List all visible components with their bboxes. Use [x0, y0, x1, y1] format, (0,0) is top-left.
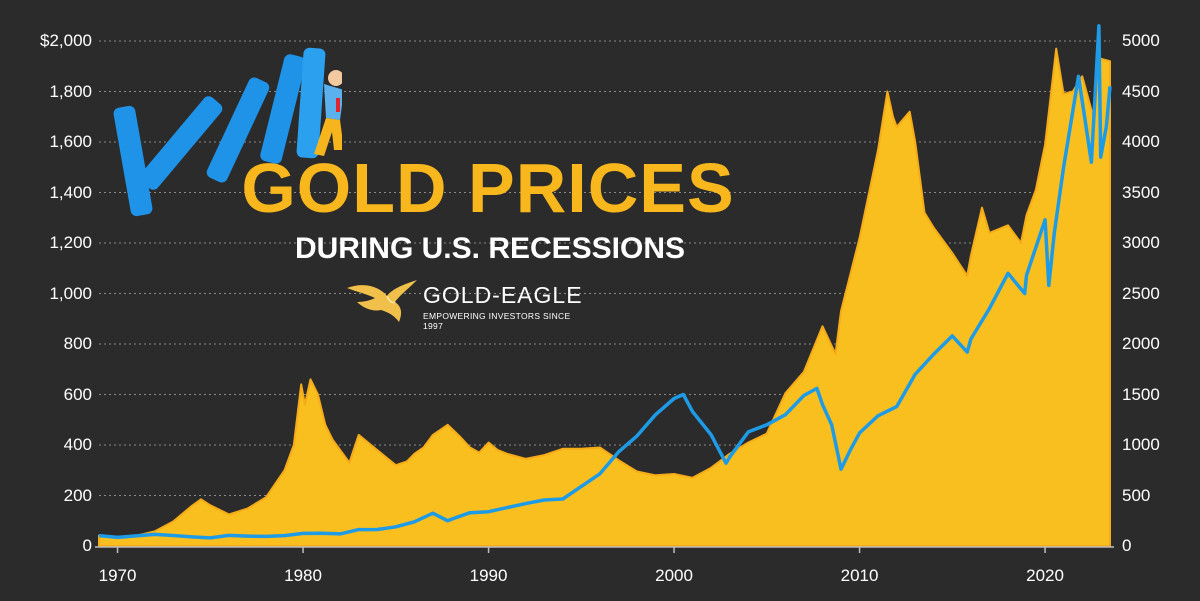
right-axis-tick-label: 2000	[1122, 334, 1160, 353]
x-axis-tick-label: 2000	[655, 566, 693, 585]
falling-dominoes-illustration	[113, 47, 342, 217]
left-axis-tick-label: 1,400	[49, 182, 92, 202]
x-axis-tick-label: 2010	[840, 566, 879, 585]
left-axis-tick-label: 1,200	[49, 233, 92, 252]
right-axis-tick-label: 1500	[1122, 384, 1160, 404]
right-axis-tick-label: 5000	[1122, 31, 1160, 50]
left-axis-tick-label: 400	[63, 435, 92, 454]
right-axis-tick-label: 4000	[1122, 132, 1160, 151]
index-line	[98, 24, 1112, 540]
x-axis-tick-label: 2020	[1026, 566, 1064, 585]
brand-tagline: EMPOWERING INVESTORS SINCE 1997	[423, 311, 571, 331]
left-axis-tick-label: 0	[82, 536, 92, 555]
left-axis-tick-label: 200	[63, 485, 92, 505]
right-axis-tick-label: 3000	[1122, 233, 1160, 252]
domino-icon	[113, 47, 326, 217]
eagle-icon	[347, 280, 417, 322]
right-axis-tick-label: 4500	[1122, 81, 1160, 101]
left-axis-tick-label: 1,800	[49, 81, 92, 101]
businessman-pushing-icon	[314, 70, 342, 156]
left-axis-tick-label: 1,600	[49, 132, 92, 151]
brand-name: GOLD-EAGLE	[423, 282, 583, 308]
gold-price-area	[98, 47, 1111, 547]
right-axis-tick-label: 2500	[1122, 283, 1160, 303]
x-axis-tick-label: 1970	[98, 566, 137, 585]
left-axis-tick-label: 600	[63, 384, 92, 404]
chart-subtitle: DURING U.S. RECESSIONS	[294, 232, 686, 265]
right-axis-tick-label: 1000	[1122, 435, 1160, 454]
right-axis-tick-label: 3500	[1122, 182, 1160, 202]
left-axis-tick-label: $2,000	[40, 31, 92, 50]
brand-logo: GOLD-EAGLE EMPOWERING INVESTORS SINCE 19…	[345, 278, 585, 331]
left-axis-tick-label: 1,000	[49, 283, 92, 303]
x-axis-tick-label: 1980	[284, 566, 322, 585]
chart-title: GOLD PRICES	[241, 149, 735, 227]
left-axis-tick-label: 800	[63, 334, 92, 353]
x-axis-tick-label: 1990	[469, 566, 508, 585]
right-axis-tick-label: 0	[1122, 536, 1132, 555]
right-axis-tick-label: 500	[1122, 485, 1151, 505]
